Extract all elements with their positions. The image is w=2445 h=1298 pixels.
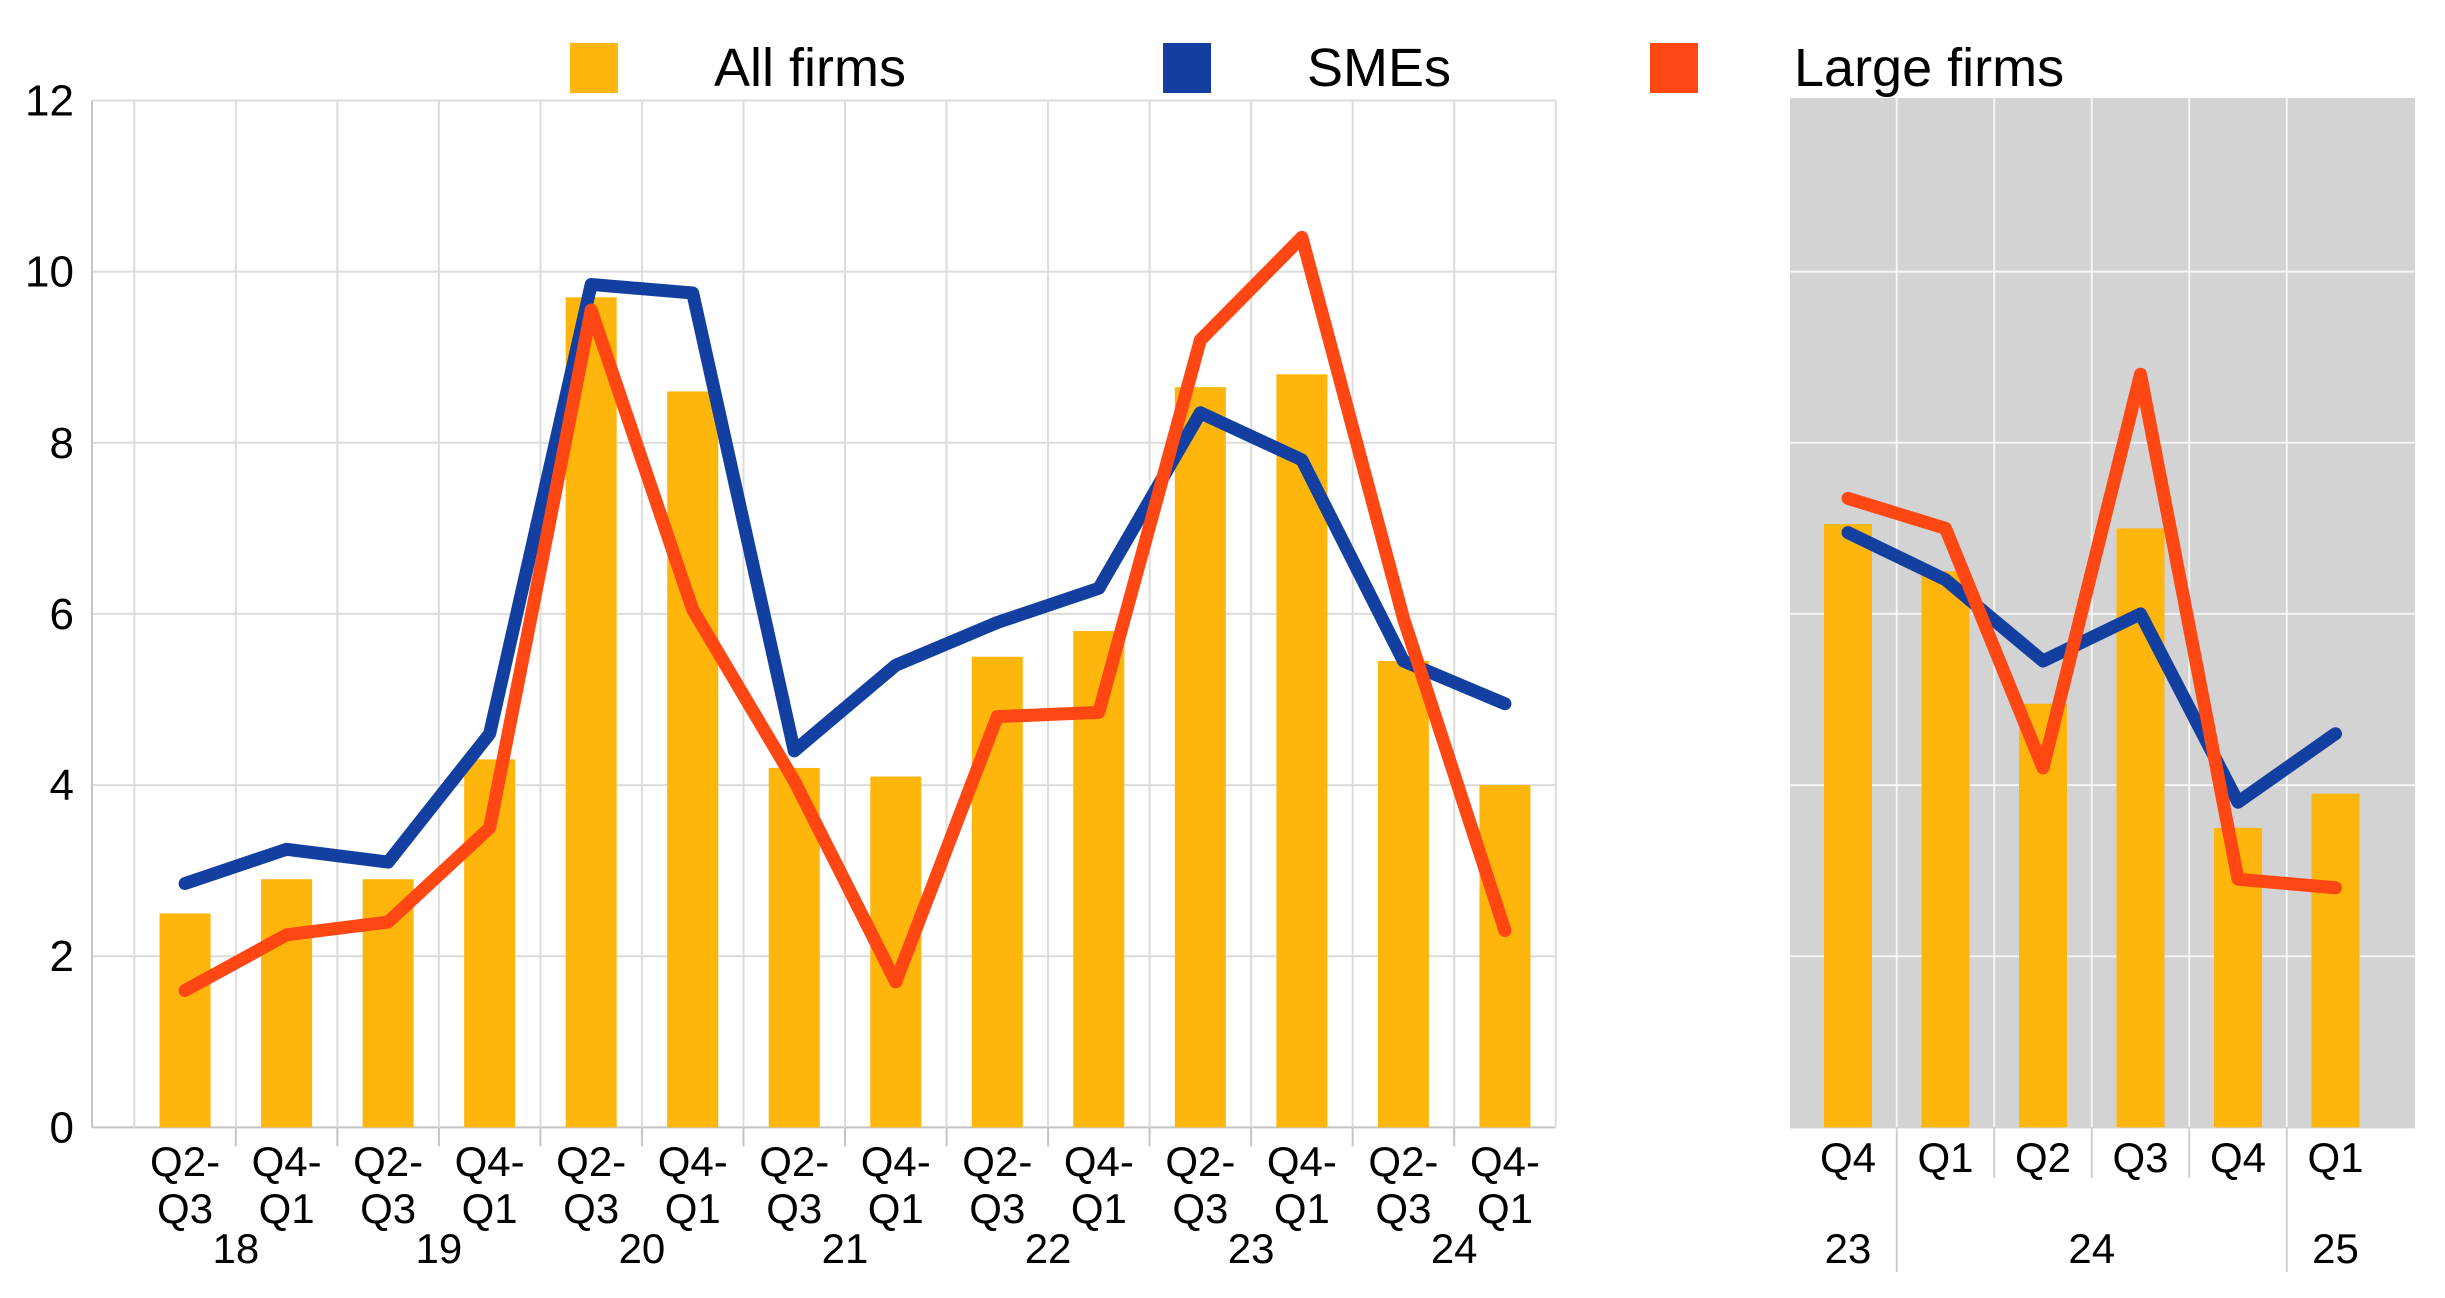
x-tick-label: Q1 — [1477, 1185, 1533, 1232]
bar — [971, 656, 1023, 1128]
x-tick-label: Q1 — [259, 1185, 315, 1232]
x-tick-label: Q1 — [462, 1185, 518, 1232]
bar — [565, 297, 617, 1128]
x-tick-label: Q1 — [1071, 1185, 1127, 1232]
bar — [2311, 793, 2360, 1128]
legend-label: All firms — [714, 38, 906, 98]
year-label: 22 — [1025, 1225, 1072, 1272]
legend-item-all-firms: All firms — [570, 36, 906, 100]
bar — [261, 879, 313, 1128]
x-tick-label: Q4- — [455, 1138, 525, 1185]
x-tick-label: Q3 — [563, 1185, 619, 1232]
bar — [1377, 660, 1429, 1128]
x-tick-label: Q4- — [1267, 1138, 1337, 1185]
x-tick-label: Q2 — [2015, 1134, 2071, 1181]
x-tick-label: Q2- — [556, 1138, 626, 1185]
y-tick-label: 10 — [25, 248, 74, 297]
x-tick-label: Q3 — [360, 1185, 416, 1232]
legend-item-large-firms: Large firms — [1650, 36, 2064, 100]
x-tick-label: Q2- — [759, 1138, 829, 1185]
year-label: 23 — [1228, 1225, 1275, 1272]
legend-swatch — [570, 43, 618, 93]
x-tick-label: Q4- — [1064, 1138, 1134, 1185]
year-label: 21 — [822, 1225, 869, 1272]
y-tick-label: 4 — [50, 761, 74, 810]
sme-line — [1841, 526, 2342, 809]
x-tick-label: Q3 — [2112, 1134, 2168, 1181]
year-label: 23 — [1825, 1225, 1872, 1272]
legend-label: Large firms — [1794, 38, 2065, 98]
x-tick-label: Q2- — [962, 1138, 1032, 1185]
legend-swatch — [1650, 43, 1698, 93]
x-tick-label: Q3 — [969, 1185, 1025, 1232]
x-tick-label: Q2- — [1368, 1138, 1438, 1185]
x-tick-label: Q2- — [1165, 1138, 1235, 1185]
x-tick-label: Q4- — [861, 1138, 931, 1185]
legend-item-smes: SMEs — [1163, 36, 1451, 100]
year-label: 25 — [2312, 1225, 2359, 1272]
bar — [667, 391, 719, 1128]
bar — [159, 913, 211, 1128]
x-tick-label: Q4- — [658, 1138, 728, 1185]
x-tick-label: Q3 — [1172, 1185, 1228, 1232]
year-label: 19 — [416, 1225, 463, 1272]
legend-label: SMEs — [1307, 38, 1452, 98]
y-tick-label: 8 — [50, 419, 74, 468]
large-line — [1841, 367, 2342, 895]
y-tick-label: 0 — [50, 1103, 74, 1152]
y-tick-label: 12 — [25, 76, 74, 125]
x-tick-label: Q2- — [150, 1138, 220, 1185]
x-tick-label: Q1 — [665, 1185, 721, 1232]
year-label: 18 — [212, 1225, 259, 1272]
y-tick-label: 6 — [50, 590, 74, 639]
x-tick-label: Q1 — [2307, 1134, 2363, 1181]
x-tick-label: Q1 — [868, 1185, 924, 1232]
x-tick-label: Q1 — [1274, 1185, 1330, 1232]
y-tick-label: 2 — [50, 932, 74, 981]
x-tick-label: Q3 — [157, 1185, 213, 1232]
x-tick-label: Q3 — [1375, 1185, 1431, 1232]
bar — [1174, 387, 1226, 1128]
bar — [1479, 785, 1531, 1128]
x-tick-label: Q3 — [766, 1185, 822, 1232]
legend-swatch — [1163, 43, 1211, 93]
x-tick-label: Q1 — [1917, 1134, 1973, 1181]
x-tick-label: Q4 — [2210, 1134, 2266, 1181]
x-tick-label: Q4- — [1470, 1138, 1540, 1185]
year-label: 20 — [619, 1225, 666, 1272]
bar — [1824, 524, 1872, 1128]
sme-line — [178, 277, 1512, 890]
year-label: 24 — [1431, 1225, 1478, 1272]
bar — [1921, 571, 1970, 1128]
x-tick-label: Q4- — [252, 1138, 322, 1185]
x-tick-label: Q2- — [353, 1138, 423, 1185]
large-line — [178, 230, 1512, 997]
year-label: 24 — [2068, 1225, 2115, 1272]
x-tick-label: Q4 — [1820, 1134, 1876, 1181]
